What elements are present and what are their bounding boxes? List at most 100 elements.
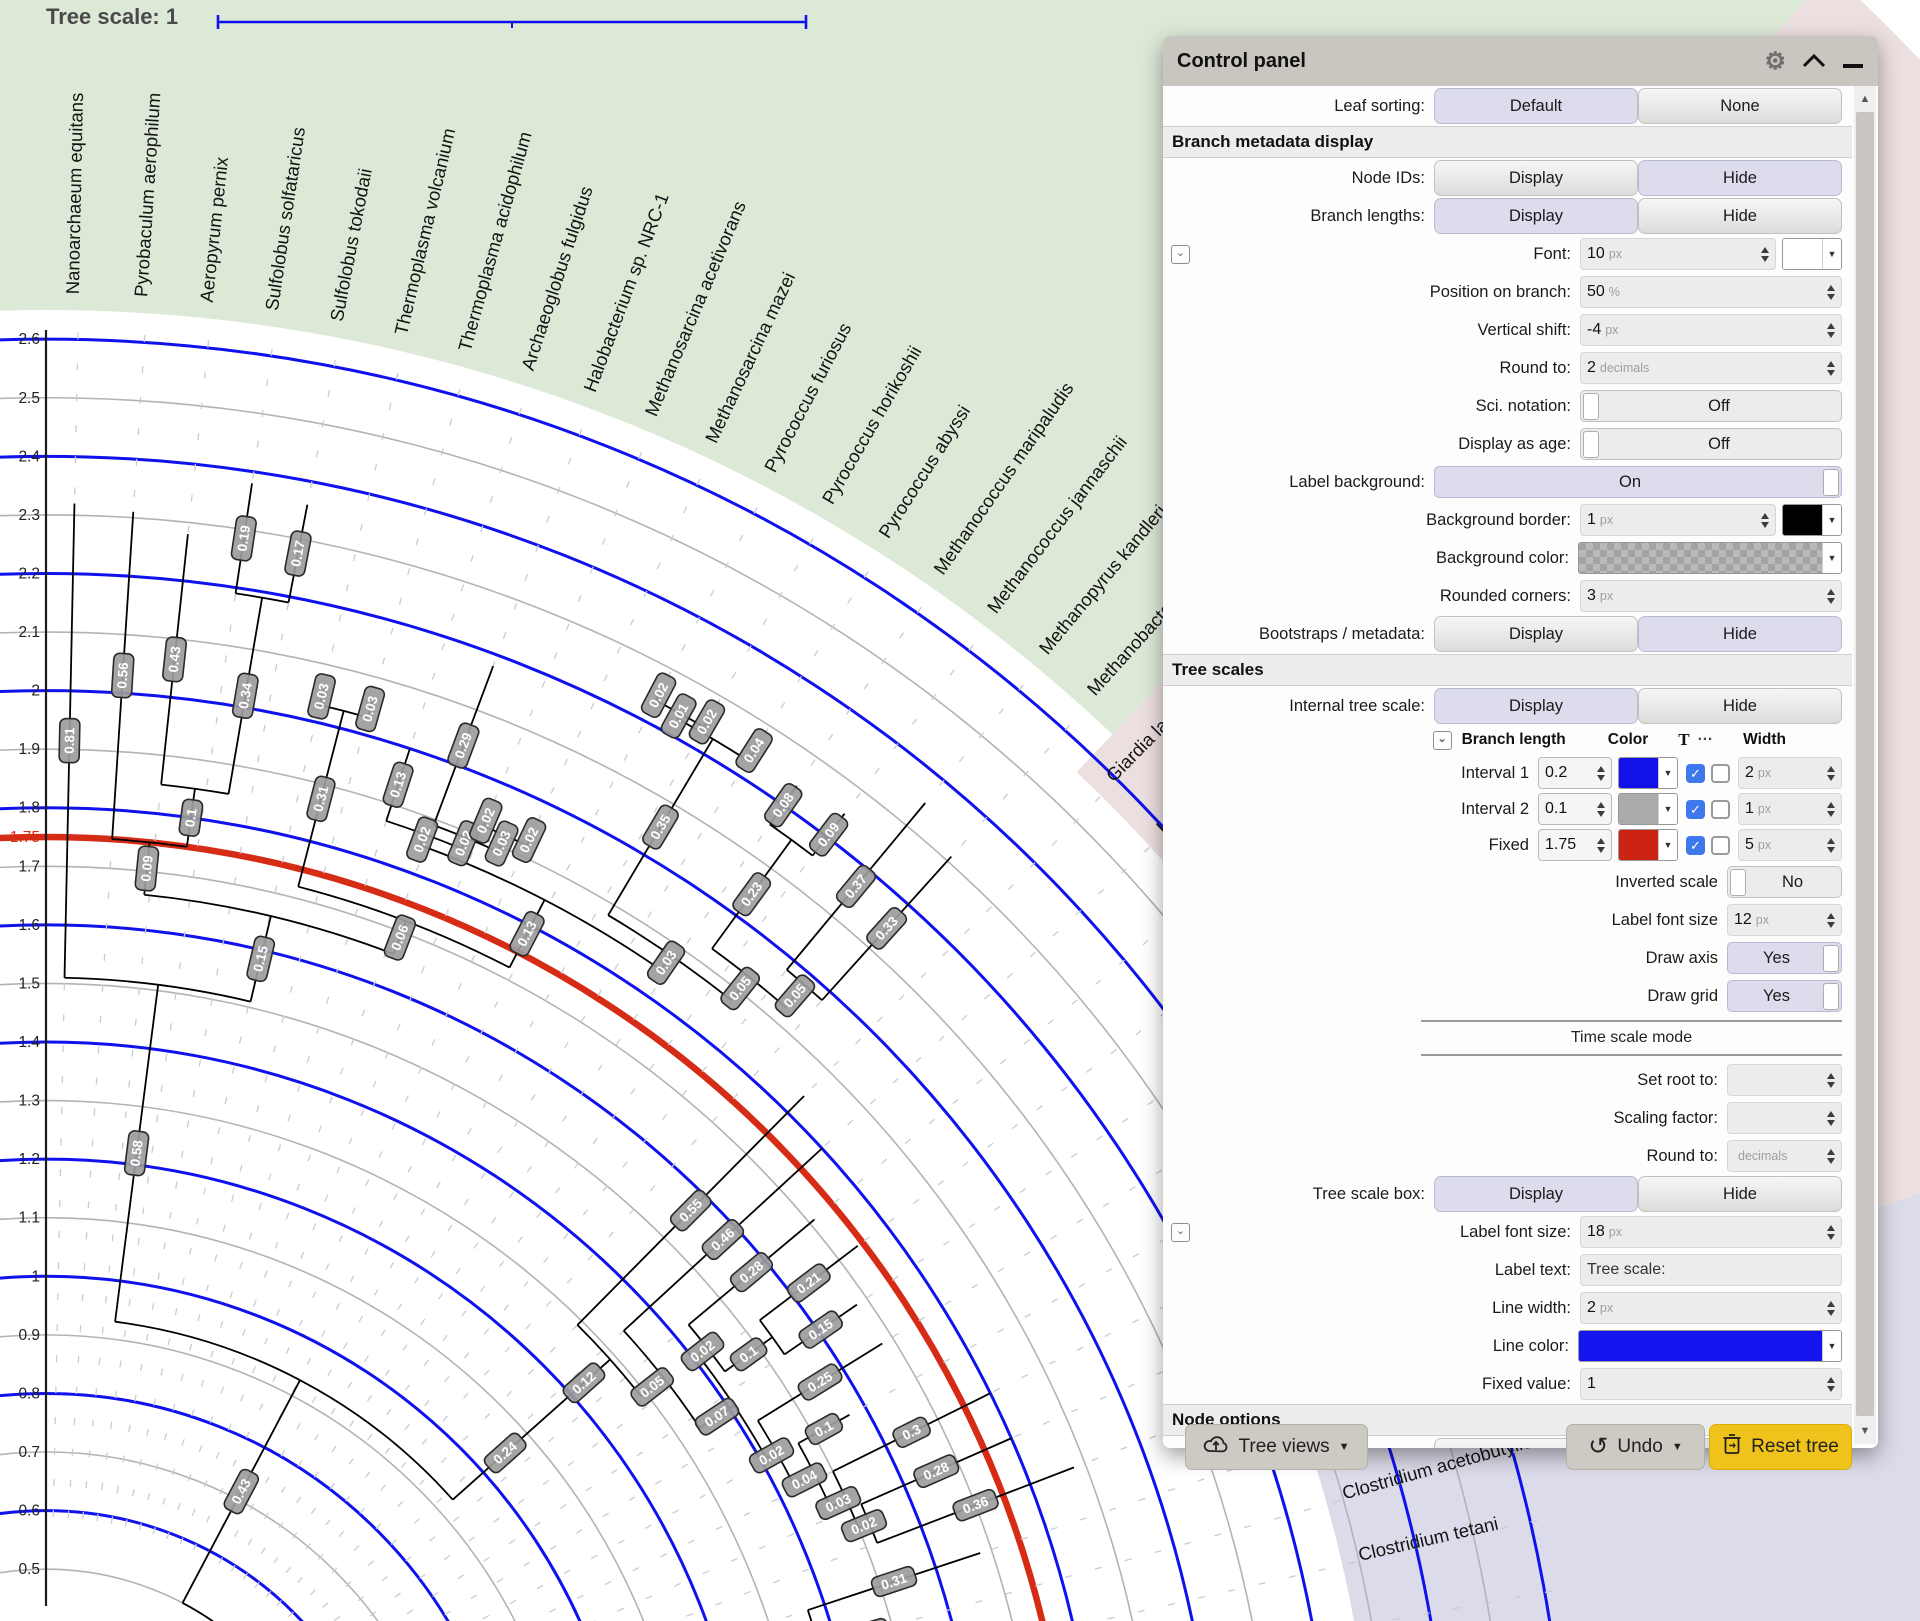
spin-down-icon[interactable]	[1761, 521, 1769, 528]
branch-length-chip[interactable]: 0.3	[891, 1415, 932, 1449]
spin-up-icon[interactable]	[1597, 765, 1605, 772]
branch-length-chip[interactable]: 0.08	[762, 781, 804, 829]
toggle-knob[interactable]	[1583, 392, 1599, 420]
text-checkbox-checked[interactable]: ✓	[1686, 835, 1705, 855]
branch-length-chip[interactable]: 0.03	[307, 673, 337, 720]
extra-checkbox-unchecked[interactable]	[1711, 835, 1730, 855]
value-input[interactable]: 1	[1580, 1368, 1842, 1400]
control-panel-titlebar[interactable]: Control panel ⚙	[1163, 36, 1878, 86]
branch-length-chip[interactable]: 0.02	[405, 816, 439, 864]
option-button[interactable]: Hide	[1638, 616, 1842, 652]
branch-length-chip[interactable]: 0.55	[668, 1188, 713, 1233]
spin-up-icon[interactable]	[1827, 360, 1835, 367]
option-button[interactable]: Hide	[1638, 160, 1842, 196]
text-checkbox-checked[interactable]: ✓	[1686, 763, 1705, 783]
value-input[interactable]: 1 px	[1580, 504, 1776, 536]
toggle-on[interactable]: On	[1434, 466, 1842, 498]
spin-up-icon[interactable]	[1827, 765, 1835, 772]
stepper-arrows[interactable]	[1821, 837, 1835, 853]
stepper-arrows[interactable]	[1821, 1072, 1835, 1088]
stepper-arrows[interactable]	[1821, 1110, 1835, 1126]
toggle-knob[interactable]	[1730, 868, 1746, 896]
stepper-arrows[interactable]	[1821, 1300, 1835, 1316]
branch-length-chip[interactable]: 0.17	[284, 530, 312, 577]
minimize-icon[interactable]	[1842, 54, 1864, 68]
branch-length-chip[interactable]: 0.09	[134, 845, 160, 892]
line-width-input[interactable]: 5 px	[1738, 829, 1842, 861]
toggle-off[interactable]: Off	[1580, 428, 1842, 460]
tree-arc[interactable]	[114, 1320, 454, 1501]
option-button[interactable]: Default	[1434, 88, 1638, 124]
toggle-knob[interactable]	[1823, 982, 1839, 1010]
option-button[interactable]: Display	[1434, 688, 1638, 724]
stepper-arrows[interactable]	[1821, 801, 1835, 817]
toggle-yes[interactable]: Yes	[1727, 980, 1842, 1012]
branch-length-chip[interactable]: 0.02	[679, 1330, 726, 1373]
branch-length-chip[interactable]: 0.31	[870, 1565, 918, 1598]
option-button[interactable]: Display	[1434, 160, 1638, 196]
spin-down-icon[interactable]	[1827, 293, 1835, 300]
spin-down-icon[interactable]	[1827, 1233, 1835, 1240]
branch-length-chip[interactable]: 0.03	[355, 685, 386, 733]
value-input[interactable]: 2 px	[1580, 1292, 1842, 1324]
branch-length-chip[interactable]: 0.02	[640, 671, 678, 719]
option-button[interactable]: Hide	[1638, 1176, 1842, 1212]
branch-length-chip[interactable]: 0.37	[834, 863, 877, 910]
branch-length-chip[interactable]: 0.09	[843, 1617, 891, 1621]
toggle-no[interactable]: No	[1727, 866, 1842, 898]
branch-length-chip[interactable]: 0.34	[231, 672, 259, 720]
option-button[interactable]: Display	[1434, 198, 1638, 234]
chevron-down-icon[interactable]: ▼	[1822, 543, 1841, 573]
branch-length-chip[interactable]: 0.15	[797, 1309, 845, 1350]
branch-length-chip[interactable]: 0.06	[383, 913, 417, 961]
spin-down-icon[interactable]	[1827, 1157, 1835, 1164]
branch-length-chip[interactable]: 0.36	[951, 1488, 999, 1522]
branch-length-chip[interactable]: 0.56	[110, 652, 135, 699]
spin-up-icon[interactable]	[1827, 588, 1835, 595]
tree-arc[interactable]	[64, 976, 251, 1003]
spin-up-icon[interactable]	[1827, 912, 1835, 919]
stepper-arrows[interactable]	[1591, 765, 1605, 781]
option-button[interactable]: Hide	[1638, 198, 1842, 234]
branch-length-chip[interactable]: 0.01	[659, 692, 698, 740]
stepper-arrows[interactable]	[1821, 1148, 1835, 1164]
branch-length-chip[interactable]: 0.04	[734, 727, 775, 775]
branch-length-chip[interactable]: 0.1	[803, 1412, 844, 1447]
value-input[interactable]: -4 px	[1580, 314, 1842, 346]
stepper-arrows[interactable]	[1821, 1224, 1835, 1240]
value-input[interactable]: 10 px	[1580, 238, 1776, 270]
branch-length-chip[interactable]: 0.13	[508, 910, 546, 958]
extra-checkbox-unchecked[interactable]	[1711, 799, 1730, 819]
branch-length-chip[interactable]: 0.02	[840, 1508, 888, 1543]
stepper-arrows[interactable]	[1755, 246, 1769, 262]
spin-up-icon[interactable]	[1827, 1148, 1835, 1155]
branch-length-chip[interactable]: 0.19	[230, 515, 257, 562]
spin-down-icon[interactable]	[1827, 774, 1835, 781]
value-input[interactable]: 50%	[1580, 276, 1842, 308]
stepper-arrows[interactable]	[1821, 284, 1835, 300]
spin-down-icon[interactable]	[1597, 846, 1605, 853]
color-dropdown[interactable]: ▼	[1578, 1330, 1842, 1362]
spin-up-icon[interactable]	[1827, 284, 1835, 291]
interval-value-input[interactable]: 0.2	[1538, 757, 1612, 789]
branch-length-chip[interactable]: 0.29	[446, 721, 480, 769]
value-input[interactable]	[1727, 1102, 1842, 1134]
stepper-arrows[interactable]	[1591, 801, 1605, 817]
spin-down-icon[interactable]	[1827, 331, 1835, 338]
chevron-down-icon[interactable]: ▼	[1822, 1331, 1841, 1361]
branch-length-chip[interactable]: 0.1	[178, 798, 204, 837]
option-button[interactable]: Display	[1434, 1176, 1638, 1212]
stepper-arrows[interactable]	[1821, 765, 1835, 781]
branch-length-chip[interactable]: 0.1	[728, 1336, 769, 1373]
chevron-checkbox[interactable]: ⌄	[1171, 1222, 1190, 1242]
spin-up-icon[interactable]	[1827, 1300, 1835, 1307]
chevron-down-icon[interactable]: ▼	[1658, 758, 1677, 788]
tree-arc[interactable]	[806, 1609, 824, 1621]
extra-checkbox-unchecked[interactable]	[1711, 763, 1730, 783]
spin-up-icon[interactable]	[1761, 246, 1769, 253]
gear-icon[interactable]: ⚙	[1764, 47, 1786, 75]
chevron-down-icon[interactable]: ▼	[1658, 794, 1677, 824]
option-button[interactable]: None	[1638, 88, 1842, 124]
color-dropdown[interactable]: ▼	[1782, 504, 1842, 536]
branch-length-chip[interactable]: 0.46	[700, 1217, 746, 1262]
